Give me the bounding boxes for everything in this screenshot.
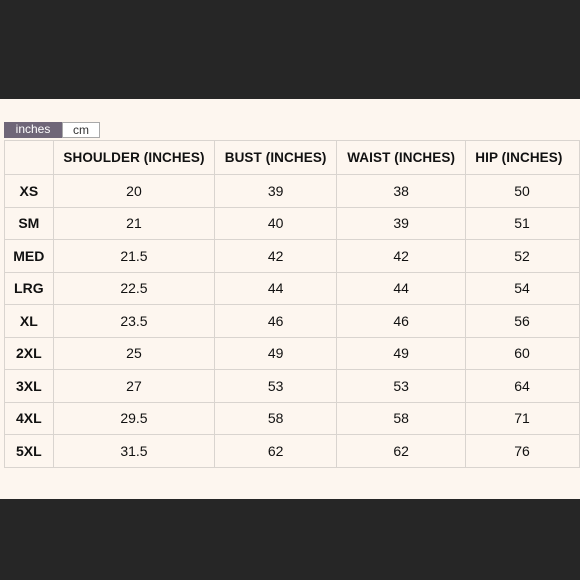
hip-value: 50 <box>465 174 580 208</box>
size-label: 3XL <box>4 369 54 403</box>
header-shoulder: SHOULDER (INCHES) <box>52 140 216 175</box>
shoulder-value: 25 <box>52 336 216 370</box>
size-label: 5XL <box>4 434 54 468</box>
shoulder-value: 29.5 <box>52 401 216 435</box>
size-label: SM <box>4 206 54 240</box>
table-row: 5XL 31.5 62 62 76 <box>4 434 580 468</box>
header-row: SHOULDER (INCHES) BUST (INCHES) WAIST (I… <box>4 140 580 175</box>
waist-value: 44 <box>336 271 467 305</box>
size-chart-panel: inches cm SHOULDER (INCHES) BUST (INCHES… <box>0 99 580 499</box>
waist-value: 38 <box>336 174 467 208</box>
hip-value: 76 <box>465 434 580 468</box>
table-row: MED 21.5 42 42 52 <box>4 239 580 273</box>
bust-value: 39 <box>214 174 338 208</box>
hip-value: 64 <box>465 369 580 403</box>
header-size-cell <box>4 140 54 175</box>
table-body: XS 20 39 38 50 SM 21 40 39 51 MED 21.5 4… <box>4 174 580 468</box>
header-hip: HIP (INCHES) <box>465 140 580 175</box>
unit-inches-button[interactable]: inches <box>4 122 62 138</box>
waist-value: 53 <box>336 369 467 403</box>
unit-cm-button[interactable]: cm <box>62 122 100 138</box>
bust-value: 40 <box>214 206 338 240</box>
table-row: SM 21 40 39 51 <box>4 206 580 240</box>
header-bust: BUST (INCHES) <box>214 140 338 175</box>
unit-toggle: inches cm <box>4 122 100 138</box>
size-label: 2XL <box>4 336 54 370</box>
hip-value: 54 <box>465 271 580 305</box>
bust-value: 46 <box>214 304 338 338</box>
shoulder-value: 21 <box>52 206 216 240</box>
bust-value: 42 <box>214 239 338 273</box>
shoulder-value: 21.5 <box>52 239 216 273</box>
waist-value: 58 <box>336 401 467 435</box>
bust-value: 62 <box>214 434 338 468</box>
table-row: XS 20 39 38 50 <box>4 174 580 208</box>
waist-value: 42 <box>336 239 467 273</box>
size-table: SHOULDER (INCHES) BUST (INCHES) WAIST (I… <box>4 140 580 468</box>
waist-value: 46 <box>336 304 467 338</box>
table-row: XL 23.5 46 46 56 <box>4 304 580 338</box>
table-row: LRG 22.5 44 44 54 <box>4 271 580 305</box>
shoulder-value: 22.5 <box>52 271 216 305</box>
size-label: XL <box>4 304 54 338</box>
header-waist: WAIST (INCHES) <box>336 140 467 175</box>
shoulder-value: 27 <box>52 369 216 403</box>
table-row: 4XL 29.5 58 58 71 <box>4 401 580 435</box>
size-label: 4XL <box>4 401 54 435</box>
shoulder-value: 20 <box>52 174 216 208</box>
hip-value: 51 <box>465 206 580 240</box>
hip-value: 52 <box>465 239 580 273</box>
shoulder-value: 31.5 <box>52 434 216 468</box>
shoulder-value: 23.5 <box>52 304 216 338</box>
bust-value: 53 <box>214 369 338 403</box>
hip-value: 56 <box>465 304 580 338</box>
bust-value: 58 <box>214 401 338 435</box>
size-label: MED <box>4 239 54 273</box>
bust-value: 49 <box>214 336 338 370</box>
size-label: XS <box>4 174 54 208</box>
hip-value: 71 <box>465 401 580 435</box>
bust-value: 44 <box>214 271 338 305</box>
waist-value: 39 <box>336 206 467 240</box>
waist-value: 62 <box>336 434 467 468</box>
hip-value: 60 <box>465 336 580 370</box>
table-header: SHOULDER (INCHES) BUST (INCHES) WAIST (I… <box>4 140 580 175</box>
waist-value: 49 <box>336 336 467 370</box>
table-row: 3XL 27 53 53 64 <box>4 369 580 403</box>
size-label: LRG <box>4 271 54 305</box>
table-row: 2XL 25 49 49 60 <box>4 336 580 370</box>
